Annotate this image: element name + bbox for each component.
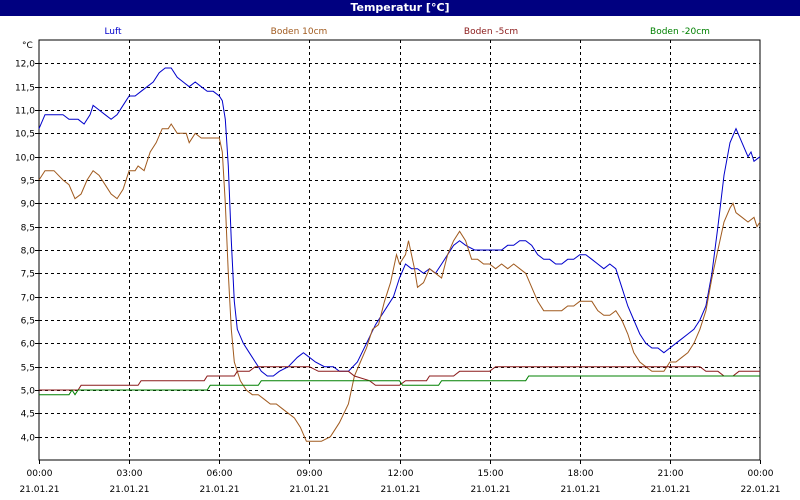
- y-tick-label: 10,0: [15, 154, 35, 164]
- series-line-boden-10cm: [38, 123, 761, 442]
- y-tick-label: 6,0: [21, 340, 36, 350]
- axes: 4,0 4,5 5,0 5,5 6,0 6,5 7,0 7,5 8,0 8,5 9,0 9,5 10,0…: [15, 39, 781, 495]
- y-tick-label: 6,5: [21, 317, 35, 327]
- y-tick-label: 8,5: [21, 224, 35, 234]
- legend-entry: Luft: [104, 27, 122, 37]
- y-tick-label: 4,5: [21, 410, 35, 420]
- chart-title: Temperatur [°C]: [0, 0, 800, 16]
- y-tick-label: 8,0: [21, 247, 36, 257]
- x-tick-time-label: 18:00: [568, 469, 594, 479]
- series-line-boden-5cm: [39, 366, 760, 391]
- series-lines: [38, 67, 761, 442]
- y-tick-label: 11,5: [15, 84, 35, 94]
- x-tick-date-label: 21.01.21: [199, 485, 239, 495]
- series-line-boden-20cm: [39, 375, 760, 396]
- series-line-luft: [38, 67, 761, 377]
- y-tick-label: 9,5: [21, 177, 35, 187]
- x-tick-time-label: 06:00: [207, 469, 233, 479]
- legend-entry: Boden -20cm: [650, 27, 710, 37]
- y-tick-label: 10,5: [15, 130, 35, 140]
- y-axis-unit-label: °C: [22, 41, 33, 51]
- y-tick-label: 7,5: [21, 270, 35, 280]
- y-tick-label: 11,0: [15, 107, 35, 117]
- y-tick-label: 5,5: [21, 364, 35, 374]
- x-tick-date-label: 21.01.21: [470, 485, 510, 495]
- legend-entry: Boden -5cm: [464, 27, 518, 37]
- legend-entry: Boden 10cm: [271, 27, 328, 37]
- x-tick-time-label: 09:00: [297, 469, 323, 479]
- x-tick-time-label: 15:00: [478, 469, 504, 479]
- x-tick-date-label: 21.01.21: [560, 485, 600, 495]
- grid: [39, 40, 760, 460]
- x-tick-date-label: 21.01.21: [380, 485, 420, 495]
- x-tick-date-label: 21.01.21: [109, 485, 149, 495]
- x-tick-time-label: 00:00: [27, 469, 53, 479]
- x-tick-time-label: 21:00: [658, 469, 684, 479]
- y-tick-label: 9,0: [21, 200, 36, 210]
- y-tick-label: 12,0: [15, 60, 35, 70]
- y-tick-label: 5,0: [21, 387, 36, 397]
- legend: Luft Boden 10cm Boden -5cm Boden -20cm: [104, 27, 710, 37]
- x-tick-date-label: 21.01.21: [289, 485, 329, 495]
- y-tick-label: 4,0: [21, 434, 36, 444]
- x-tick-date-label: 22.01.21: [740, 485, 780, 495]
- y-tick-label: 7,0: [21, 294, 36, 304]
- temperature-chart: Luft Boden 10cm Boden -5cm Boden -20cm 4,04…: [0, 16, 800, 500]
- x-tick-date-label: 21.01.21: [650, 485, 690, 495]
- x-tick-time-label: 12:00: [388, 469, 414, 479]
- x-tick-time-label: 03:00: [117, 469, 143, 479]
- x-tick-time-label: 00:00: [748, 469, 774, 479]
- x-tick-date-label: 21.01.21: [19, 485, 59, 495]
